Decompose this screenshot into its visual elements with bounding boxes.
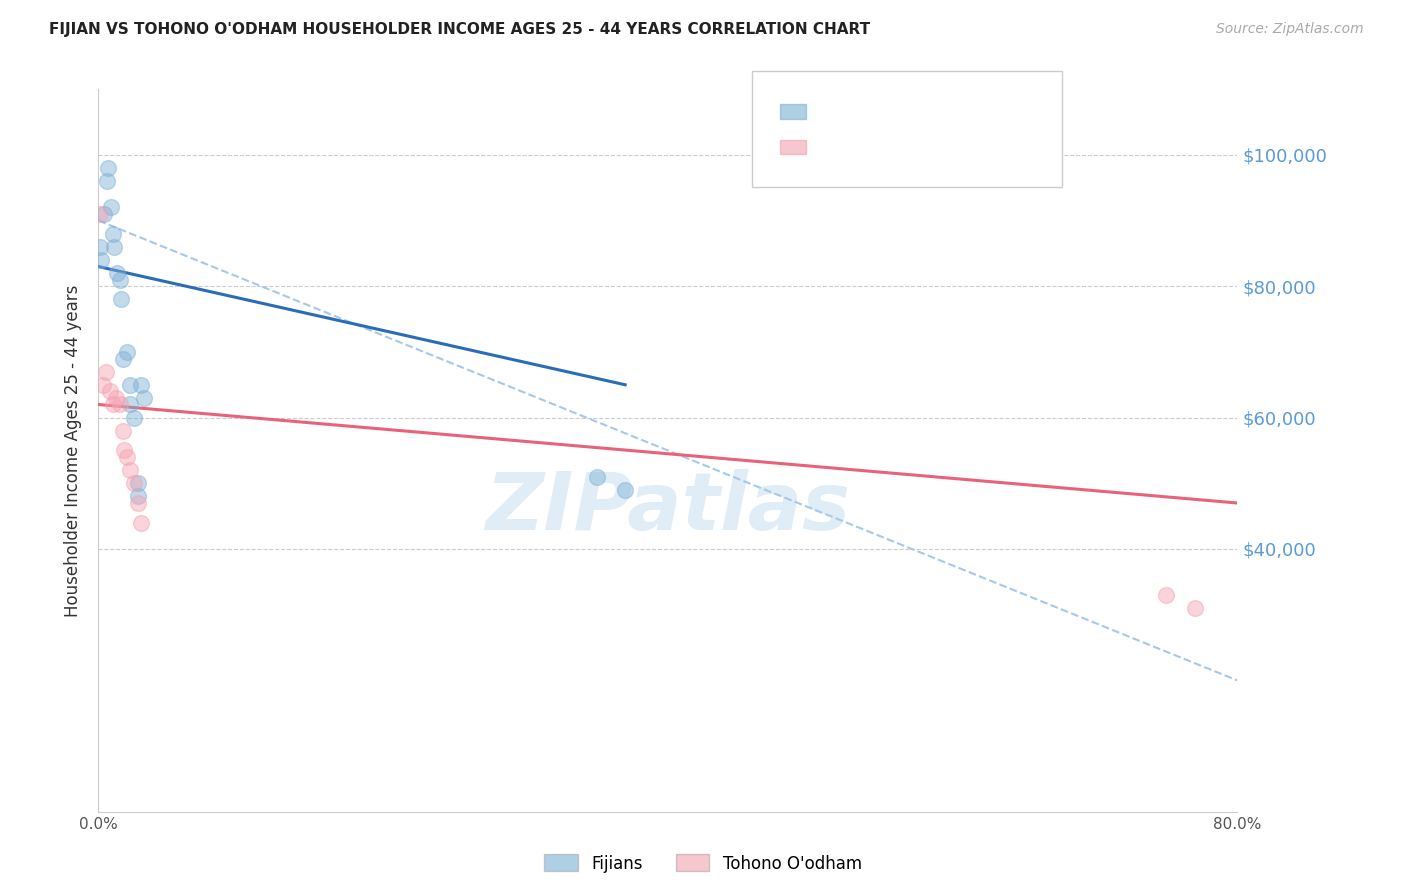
Point (89, 240, 111, 254)
Point (98, 384, 121, 399)
Point (614, 483, 637, 497)
Point (118, 377, 141, 392)
Point (101, 397, 124, 411)
Point (1184, 601, 1206, 615)
Point (129, 377, 152, 392)
Point (104, 391, 127, 405)
Point (111, 351, 134, 366)
Point (94, 365, 117, 379)
Point (585, 469, 607, 483)
Legend: Fijians, Tohono O'odham: Fijians, Tohono O'odham (537, 847, 869, 880)
Point (127, 490, 149, 504)
Point (111, 424, 134, 438)
Point (100, 201, 122, 215)
Point (90, 252, 112, 267)
Text: ZIPatlas: ZIPatlas (485, 469, 851, 548)
Text: Source: ZipAtlas.com: Source: ZipAtlas.com (1216, 22, 1364, 37)
Point (115, 450, 138, 464)
Text: R =: R = (815, 103, 852, 120)
Text: N = 16: N = 16 (914, 138, 972, 156)
Point (112, 443, 135, 458)
Point (103, 240, 125, 254)
Point (96, 174, 118, 188)
Y-axis label: Householder Income Ages 25 - 44 years: Householder Income Ages 25 - 44 years (65, 285, 83, 616)
Point (122, 410, 145, 425)
Point (91, 377, 114, 392)
Point (97, 161, 120, 175)
Point (105, 266, 128, 280)
Text: N = 22: N = 22 (914, 103, 972, 120)
Point (101, 227, 124, 241)
Text: FIJIAN VS TOHONO O'ODHAM HOUSEHOLDER INCOME AGES 25 - 44 YEARS CORRELATION CHART: FIJIAN VS TOHONO O'ODHAM HOUSEHOLDER INC… (49, 22, 870, 37)
Point (93, 207, 115, 221)
Text: -0.218: -0.218 (853, 103, 912, 120)
Point (122, 476, 145, 491)
Point (115, 345, 138, 359)
Point (129, 516, 152, 530)
Point (118, 463, 141, 477)
Point (127, 476, 149, 491)
Text: R =: R = (815, 138, 852, 156)
Point (110, 293, 132, 307)
Point (1154, 588, 1177, 602)
Point (118, 397, 141, 411)
Point (108, 273, 131, 287)
Point (132, 391, 155, 405)
Text: -0.597: -0.597 (853, 138, 912, 156)
Point (89, 207, 111, 221)
Point (127, 496, 149, 510)
Point (108, 397, 131, 411)
